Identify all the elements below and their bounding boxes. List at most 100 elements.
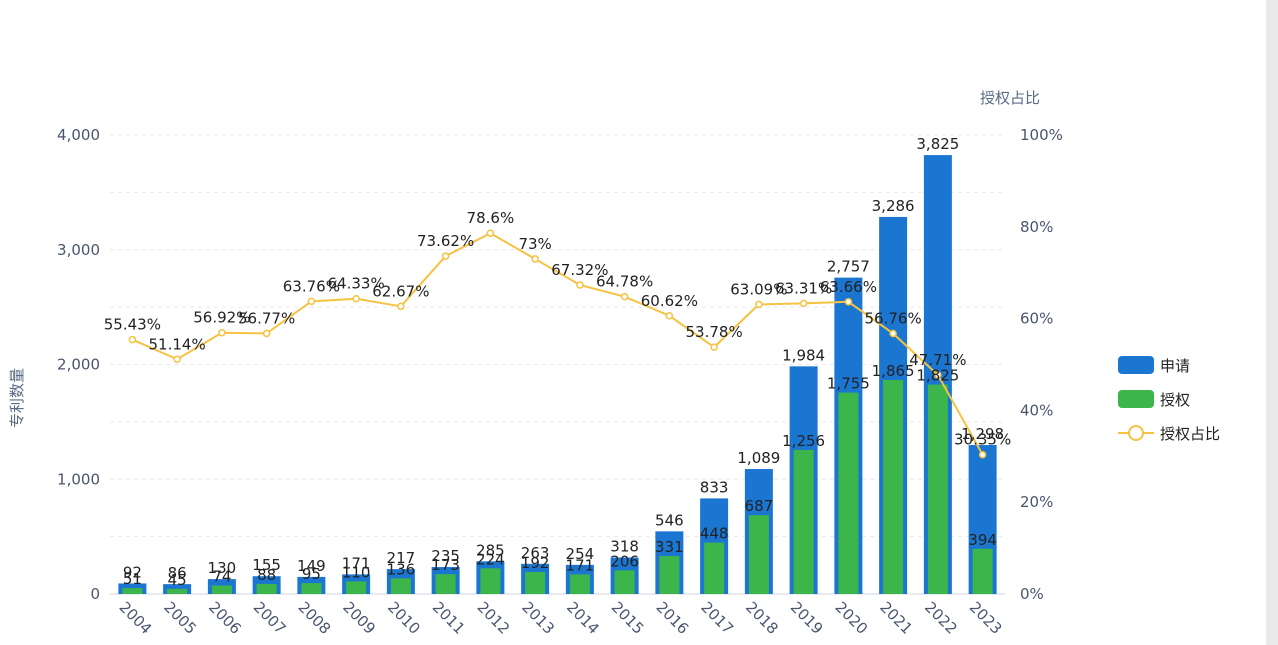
ratio-point [352, 294, 360, 303]
ratio-point [218, 328, 226, 337]
bar-grant-label: 206 [610, 552, 639, 570]
y-tick-label: 3,000 [57, 241, 100, 259]
bar-grant [569, 574, 590, 594]
ratio-line-path [131, 232, 984, 456]
ratio-point [934, 371, 942, 379]
y-axis-title: 专利数量 [8, 368, 26, 428]
x-tick-label: 2012 [474, 598, 514, 638]
ratio-label: 78.6% [467, 209, 515, 227]
ratio-label: 53.78% [686, 323, 743, 341]
x-tick-label: 2015 [608, 598, 648, 638]
bar-grant [256, 583, 277, 594]
bar-grant-label: 1,825 [916, 367, 959, 385]
bar-grant [793, 449, 814, 594]
x-tick-label: 2014 [563, 598, 603, 638]
bar-grant [435, 574, 456, 594]
x-tick-label: 2017 [697, 598, 737, 638]
ratio-point [799, 299, 808, 308]
y-tick-label: 2,000 [57, 356, 100, 374]
bar-grant-label: 1,256 [782, 432, 825, 450]
ratio-point [397, 302, 405, 311]
ratio-point [710, 343, 718, 351]
ratio-line [128, 229, 987, 459]
y-tick-label: 1,000 [57, 470, 100, 488]
x-tick-label: 2023 [966, 598, 1006, 638]
ratio-label: 63.09% [730, 280, 787, 298]
bar-grant [211, 585, 232, 594]
x-tick-label: 2007 [250, 598, 290, 638]
y2-axis-title: 授权占比 [980, 89, 1040, 107]
y2-tick-label: 20% [1020, 493, 1053, 511]
bar-grant-label: 74 [212, 568, 231, 586]
x-tick-label: 2009 [339, 598, 379, 638]
ratio-point [531, 255, 539, 263]
bar-grant-label: 171 [566, 556, 595, 574]
bar-grant-label: 95 [302, 565, 321, 583]
x-tick-label: 2021 [876, 598, 916, 638]
right-axis: 0% 20% 40% 60% 80% 100% [1020, 126, 1063, 603]
x-tick-label: 2005 [160, 598, 200, 638]
y-tick-label: 4,000 [57, 126, 100, 144]
ratio-label: 67.32% [551, 261, 608, 279]
x-tick-label: 2004 [116, 598, 156, 638]
bar-grant [614, 570, 635, 594]
bar-grant [167, 588, 188, 594]
y2-tick-label: 60% [1020, 310, 1053, 328]
bar-apply-label: 2,757 [827, 258, 870, 276]
ratio-point [173, 355, 181, 364]
ratio-label: 73.62% [417, 232, 474, 250]
legend-swatch-ratio-marker [1128, 425, 1144, 441]
bar-grant-label: 1,755 [827, 375, 870, 393]
bar-apply-label: 217 [387, 549, 416, 567]
ratio-label: 62.67% [372, 282, 429, 300]
bar-grant-label: 448 [700, 525, 729, 543]
bar-grant [972, 548, 993, 594]
bar-apply-label: 130 [208, 559, 237, 577]
bar-apply-label: 833 [700, 478, 729, 496]
bar-grant-label: 1,865 [872, 362, 915, 380]
bar-grant [659, 556, 680, 594]
x-tick-label: 2022 [921, 598, 961, 638]
bar-apply-label: 285 [476, 541, 505, 559]
bar-apply-label: 155 [252, 556, 281, 574]
scrollbar-track[interactable] [1266, 0, 1278, 645]
bar-grant [927, 384, 948, 594]
bar-apply-label: 3,825 [916, 135, 959, 153]
ratio-label: 56.77% [238, 309, 295, 327]
y2-tick-label: 100% [1020, 126, 1063, 144]
ratio-point [441, 252, 450, 260]
y2-tick-label: 40% [1020, 401, 1053, 419]
x-tick-label: 2006 [205, 598, 245, 638]
ratio-point [844, 298, 853, 306]
bar-apply-label: 1,298 [961, 425, 1004, 443]
bar-grant-label: 45 [168, 571, 187, 589]
legend-swatch-grant [1118, 390, 1154, 408]
ratio-label: 64.78% [596, 273, 653, 291]
bar-grant-label: 51 [123, 570, 142, 588]
bar-grant [390, 578, 411, 594]
y2-tick-label: 0% [1020, 585, 1044, 603]
ratio-label: 51.14% [149, 335, 206, 353]
bar-apply-label: 263 [521, 544, 550, 562]
bar-apply-label: 86 [168, 564, 187, 582]
bar-grant-label: 687 [745, 497, 774, 515]
bar-grant [883, 379, 904, 594]
ratio-label: 73% [518, 235, 551, 253]
x-tick-label: 2020 [832, 598, 872, 638]
legend-label-apply: 申请 [1160, 357, 1190, 375]
ratio-point [576, 281, 584, 289]
x-tick-label: 2013 [518, 598, 558, 638]
bar-apply-label: 318 [610, 538, 639, 556]
bar-grant-label: 331 [655, 538, 684, 556]
ratio-label: 63.76% [283, 277, 340, 295]
bar-grant [301, 583, 322, 594]
ratio-label: 60.62% [641, 292, 698, 310]
ratio-point [486, 229, 495, 237]
ratio-label: 56.76% [865, 309, 922, 327]
left-axis: 0 1,000 2,000 3,000 4,000 [57, 126, 100, 603]
bar-apply-label: 3,286 [872, 197, 915, 215]
ratio-point [978, 450, 987, 459]
